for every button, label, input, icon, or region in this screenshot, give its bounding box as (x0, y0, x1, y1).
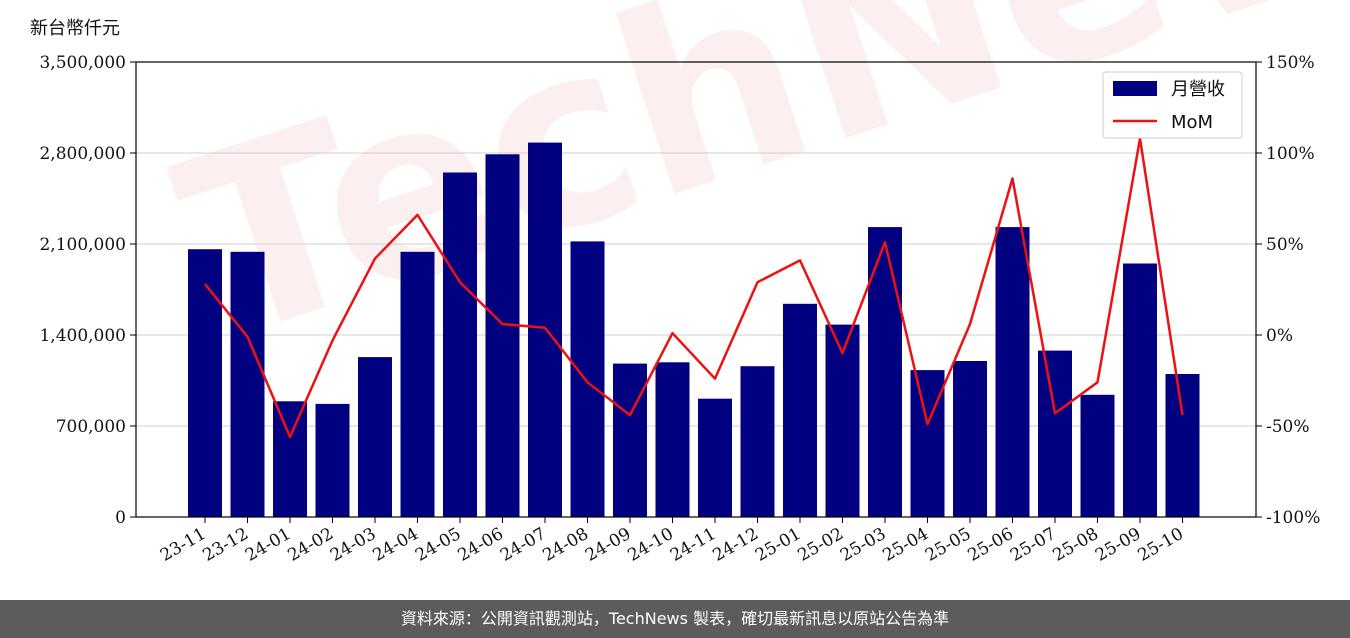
left-tick-label: 3,500,000 (39, 53, 126, 73)
x-tick-label: 24-10 (625, 524, 677, 566)
right-tick-label: 100% (1266, 144, 1315, 164)
bar (953, 361, 987, 517)
bar (868, 227, 902, 517)
x-tick-label: 24-06 (455, 524, 507, 566)
x-tick-label: 23-11 (157, 524, 209, 566)
mom-line (204, 137, 1184, 439)
bar (570, 241, 605, 517)
mom-line-series (204, 137, 1184, 439)
x-tick-label: 25-01 (752, 524, 804, 566)
bar (1038, 350, 1072, 517)
x-tick-label: 24-04 (370, 524, 422, 566)
x-tick-label: 25-05 (922, 524, 974, 566)
unit-label: 新台幣仟元 (30, 18, 120, 39)
bar (315, 403, 350, 517)
revenue-chart: 0 700,000 1,400,000 2,100,000 2,800,000 3,500… (39, 53, 1320, 566)
footer-source-note: 資料來源：公開資訊觀測站，TechNews 製表，確切最新訊息以原站公告為準 (0, 600, 1350, 638)
x-tick-label: 25-02 (795, 524, 847, 566)
x-tick-label: 25-10 (1135, 524, 1187, 566)
bar (910, 370, 945, 517)
bar (400, 251, 435, 518)
bar (698, 398, 732, 517)
x-tick-label: 24-07 (497, 524, 549, 566)
x-tick-label: 24-05 (412, 524, 464, 566)
x-tick-label: 24-01 (242, 524, 294, 566)
bar (1123, 263, 1157, 517)
plot-frame (135, 61, 1257, 518)
right-tick-label: -100% (1266, 508, 1320, 528)
legend: 月營收 MoM (1102, 71, 1243, 139)
x-tick-label: 25-09 (1092, 524, 1144, 566)
bar-series (188, 142, 1200, 518)
left-tick-label: 1,400,000 (39, 326, 126, 346)
left-tick-label: 2,800,000 (39, 144, 126, 164)
bar (613, 363, 647, 517)
legend-label-mom: MoM (1171, 112, 1213, 133)
x-tick-label: 23-12 (200, 524, 252, 566)
bar (485, 154, 520, 518)
x-tick-label: 24-09 (582, 524, 634, 566)
x-tick-label: 24-03 (327, 524, 379, 566)
x-tick-label: 24-11 (667, 524, 719, 566)
x-tick-label: 25-06 (965, 524, 1017, 566)
left-tick-label: 2,100,000 (39, 235, 126, 255)
x-tick-label: 25-08 (1050, 524, 1102, 566)
bar (528, 142, 562, 517)
bar (1165, 374, 1200, 517)
x-tick-label: 24-12 (710, 524, 762, 566)
x-tick-label: 25-04 (880, 524, 932, 566)
bar (783, 303, 817, 517)
x-tick-label: 25-07 (1007, 524, 1059, 566)
bar (273, 401, 307, 517)
bar (995, 227, 1030, 517)
bar (443, 172, 477, 517)
left-tick-label: 700,000 (56, 417, 126, 437)
bar (655, 362, 690, 517)
bar (1080, 394, 1115, 517)
right-tick-label: 0% (1266, 326, 1293, 346)
left-tick-label: 0 (115, 508, 126, 528)
bar (740, 366, 775, 517)
right-tick-label: 150% (1266, 53, 1315, 73)
x-tick-label: 24-02 (285, 524, 337, 566)
x-tick-label: 25-03 (837, 524, 889, 566)
right-tick-label: -50% (1266, 417, 1310, 437)
x-tick-label: 24-08 (540, 524, 592, 566)
grid-lines (136, 152, 1256, 427)
right-tick-label: 50% (1266, 235, 1304, 255)
bar (358, 357, 392, 517)
legend-bar-swatch (1113, 81, 1157, 96)
bar (825, 324, 860, 517)
bar (188, 249, 222, 517)
legend-label-revenue: 月營收 (1171, 79, 1225, 100)
bar (230, 251, 265, 518)
